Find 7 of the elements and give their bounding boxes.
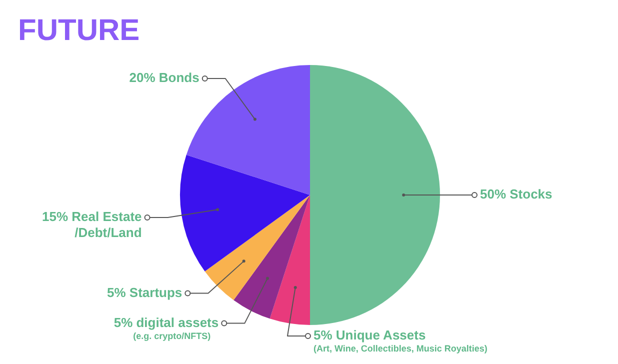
slice-label: 20% Bonds — [129, 70, 200, 86]
slice-label: 15% Real Estate /Debt/Land — [42, 209, 142, 240]
slice-label: 5% Unique Assets (Art, Wine, Collectibles, Music Royalties) — [313, 328, 488, 354]
slice-label: 5% digital assets (e.g. crypto/NFTS) — [114, 314, 219, 341]
slice-label: 5% Startups — [107, 284, 182, 300]
chart-title: FUTURE — [18, 14, 140, 47]
slice-label: 50% Stocks — [480, 186, 552, 202]
